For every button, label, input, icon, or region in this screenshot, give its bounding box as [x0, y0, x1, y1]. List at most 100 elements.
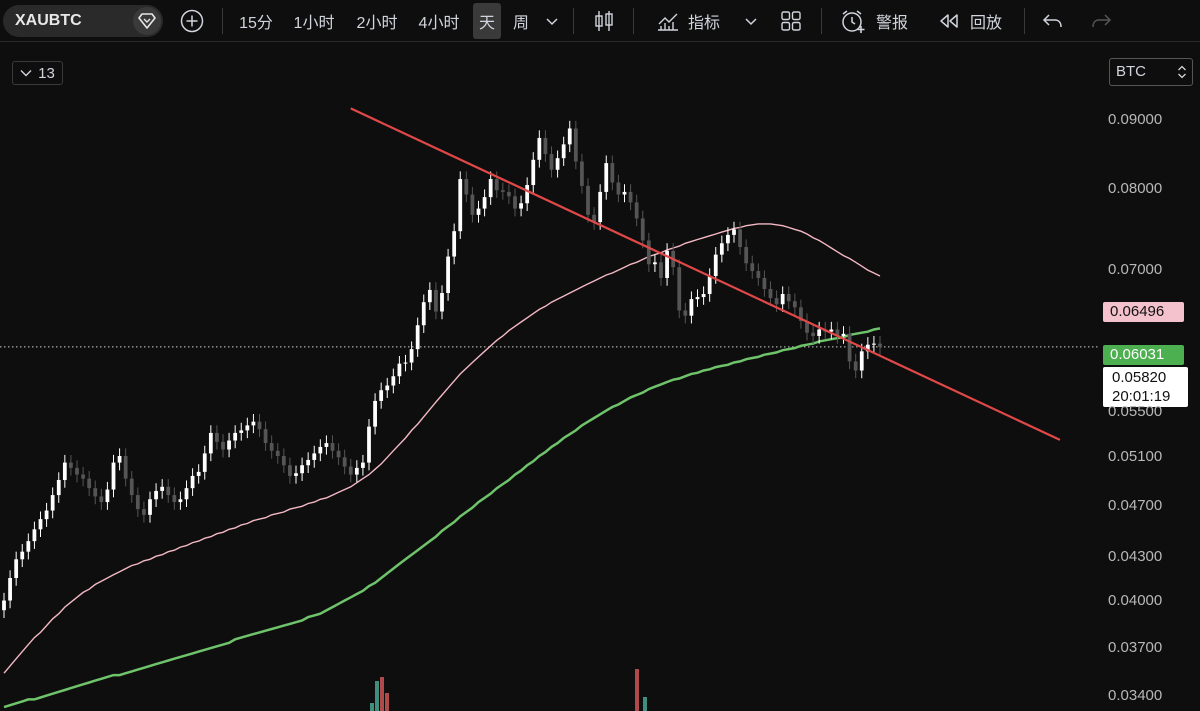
volume-bar [370, 703, 374, 711]
undo-button[interactable] [1038, 0, 1068, 42]
candle-body [160, 486, 165, 491]
layout-button[interactable] [776, 0, 806, 42]
ma-long-price-tag: 0.06031 [1103, 345, 1184, 365]
candle-body [592, 214, 596, 223]
candle-body [318, 446, 323, 454]
interval-label: 天 [478, 15, 495, 32]
candle-body [634, 202, 639, 219]
price-axis-label: 0.05500 [1108, 403, 1163, 420]
candle-body [342, 457, 347, 467]
candle-body [726, 234, 730, 244]
price-axis-label: 0.03400 [1108, 687, 1163, 704]
candle-body [859, 351, 864, 371]
indicator-legend-toggle[interactable]: 13 [12, 61, 63, 85]
candle-body [440, 293, 444, 312]
candle-body [257, 421, 262, 430]
interval-label: 1小时 [293, 15, 335, 32]
candle-body [8, 577, 12, 601]
price-chart[interactable] [0, 42, 1200, 711]
candle-body [446, 256, 450, 294]
interval-4h[interactable]: 4小时 [412, 0, 466, 42]
candle-body [312, 453, 317, 460]
chevron-down-icon [546, 18, 558, 26]
interval-week[interactable]: 周 [507, 0, 535, 42]
candle-body [665, 250, 669, 278]
candle-body [361, 462, 365, 468]
candle-body [653, 262, 657, 265]
candle-body [549, 154, 554, 170]
candle-body [799, 307, 803, 321]
indicators-button[interactable]: 指标 [650, 0, 726, 42]
candle-body [719, 243, 724, 255]
candle-body [142, 509, 146, 515]
candle-body [507, 191, 511, 197]
candle-body [245, 425, 250, 431]
chart-type-button[interactable] [588, 0, 620, 42]
price-axis-label: 0.04300 [1108, 548, 1163, 565]
volume-bar [643, 697, 647, 711]
volume-bar [375, 681, 379, 711]
candle-body [452, 231, 457, 257]
candle-body [269, 443, 274, 451]
candle-body [379, 390, 384, 401]
candle-body [835, 329, 840, 336]
toolbar-divider [222, 8, 223, 34]
alert-label: 警报 [875, 15, 908, 32]
candle-body [300, 465, 304, 474]
candle-body [561, 144, 566, 159]
candle-body [306, 459, 311, 466]
last-price: 0.05820 [1112, 369, 1167, 386]
candle-body [829, 329, 834, 332]
candle-body [75, 467, 79, 475]
candle-body [233, 432, 238, 441]
interval-label: 周 [512, 15, 529, 32]
symbol-selector[interactable]: XAUBTC [3, 5, 163, 37]
replay-button[interactable]: 回放 [933, 0, 1007, 42]
currency-label: BTC [1116, 63, 1146, 80]
candle-body [811, 332, 815, 336]
interval-day[interactable]: 天 [473, 3, 501, 39]
chevron-down-icon [20, 70, 32, 77]
candle-body [774, 298, 779, 305]
interval-1h[interactable]: 1小时 [288, 0, 340, 42]
toolbar-divider [633, 8, 634, 34]
candle-body [628, 191, 633, 203]
candle-body [178, 499, 183, 503]
candle-body [805, 320, 809, 333]
candle-body [409, 349, 414, 363]
redo-button[interactable] [1086, 0, 1116, 42]
candle-body [525, 185, 530, 204]
candle-body [44, 510, 49, 520]
indicators-dropdown[interactable] [740, 0, 762, 42]
currency-selector[interactable]: BTC [1109, 58, 1193, 86]
interval-2h[interactable]: 2小时 [350, 0, 404, 42]
candle-body [172, 495, 177, 503]
volume-bar [385, 693, 389, 711]
candle-body [367, 426, 371, 463]
toolbar-divider [573, 8, 574, 34]
interval-dropdown[interactable] [541, 0, 563, 42]
add-symbol-button[interactable] [176, 0, 208, 42]
candle-body [519, 203, 523, 209]
price-axis-label: 0.09000 [1108, 111, 1163, 128]
candle-body [154, 490, 158, 500]
candle-body [251, 421, 256, 426]
interval-15m[interactable]: 15分 [234, 0, 278, 42]
candle-body [14, 559, 19, 578]
alert-button[interactable]: 警报 [835, 0, 913, 42]
candle-body [397, 363, 402, 377]
candle-body [288, 465, 292, 476]
candle-body [190, 475, 195, 489]
candle-body [105, 489, 110, 503]
candle-body [646, 240, 651, 265]
toolbar-divider [1024, 8, 1025, 34]
candle-body [385, 385, 390, 391]
diamond-icon[interactable] [133, 7, 161, 35]
candle-body [202, 453, 207, 472]
candle-body [56, 479, 61, 496]
alarm-clock-icon [842, 10, 865, 33]
volume-bar [635, 669, 639, 711]
candle-body [81, 474, 85, 479]
candle-body [659, 262, 663, 278]
candle-body [421, 302, 426, 326]
